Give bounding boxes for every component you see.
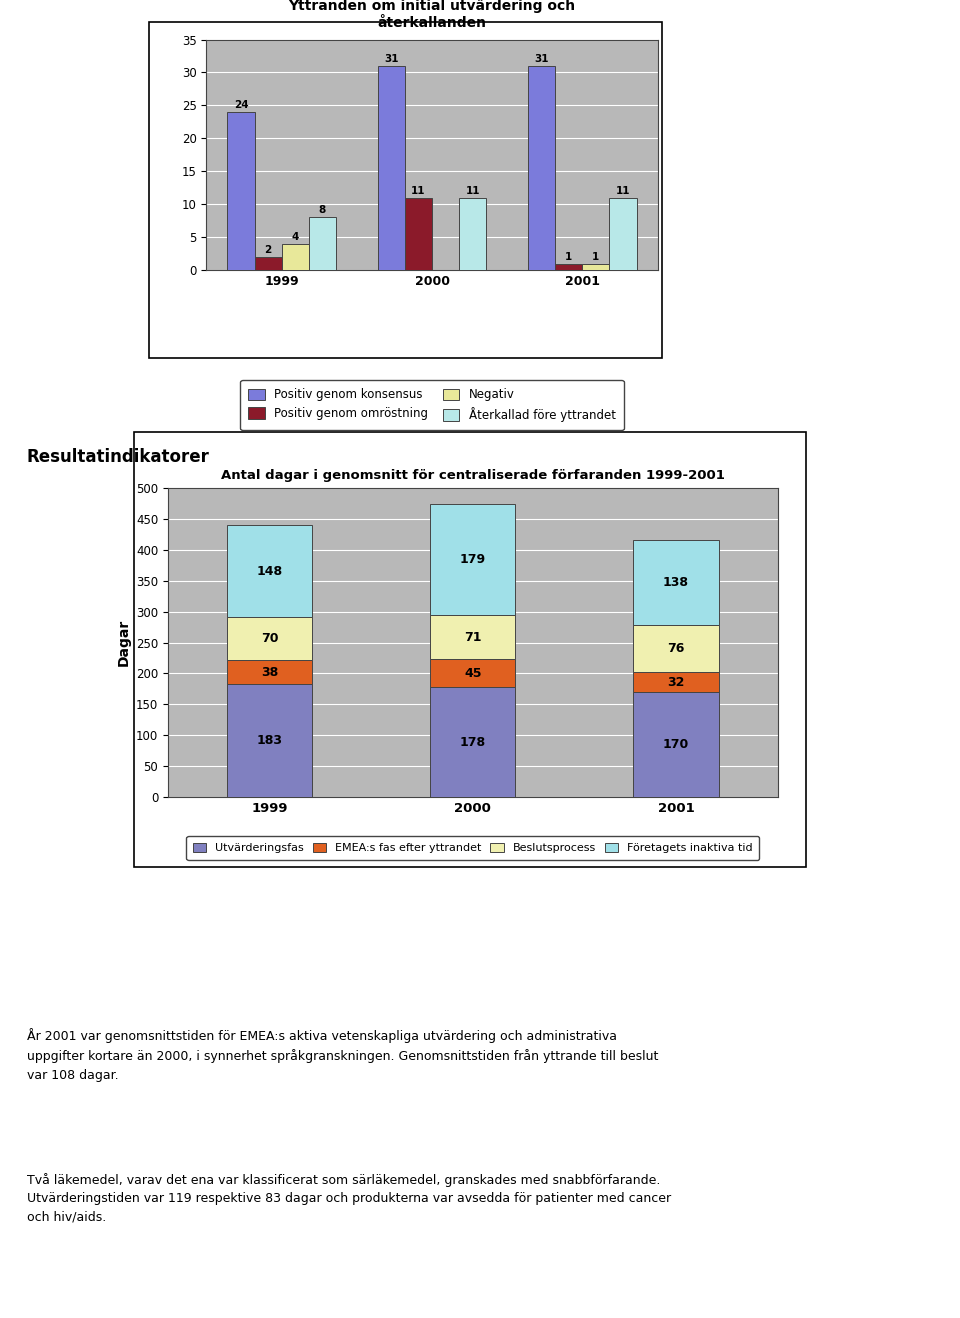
Text: 178: 178: [460, 735, 486, 749]
Text: 1: 1: [592, 252, 600, 261]
Text: 31: 31: [535, 54, 549, 63]
Text: 38: 38: [261, 666, 278, 679]
Bar: [555, 264, 583, 270]
Text: 45: 45: [464, 667, 482, 680]
Bar: [430, 616, 516, 659]
Text: Två läkemedel, varav det ena var klassificerat som särläkemedel, granskades med : Två läkemedel, varav det ena var klassif…: [27, 1173, 671, 1224]
Legend: Positiv genom konsensus, Positiv genom omröstning, Negativ, Återkallad före yttr: Positiv genom konsensus, Positiv genom o…: [240, 380, 624, 431]
Bar: [227, 660, 312, 684]
Bar: [634, 692, 719, 797]
Text: 170: 170: [662, 738, 689, 751]
Text: 1: 1: [565, 252, 572, 261]
Legend: Utvärderingsfas, EMEA:s fas efter yttrandet, Beslutsprocess, Företagets inaktiva: Utvärderingsfas, EMEA:s fas efter yttran…: [186, 836, 759, 859]
Bar: [634, 625, 719, 672]
Text: Resultatindikatorer: Resultatindikatorer: [27, 448, 209, 467]
Bar: [430, 659, 516, 687]
Text: 148: 148: [256, 565, 282, 577]
Bar: [459, 198, 486, 270]
Text: 31: 31: [384, 54, 398, 63]
Bar: [227, 526, 312, 617]
Text: 138: 138: [663, 576, 689, 589]
Bar: [254, 257, 281, 270]
Bar: [528, 66, 555, 270]
Bar: [405, 198, 432, 270]
Text: 4: 4: [292, 232, 299, 243]
Bar: [634, 539, 719, 625]
Bar: [227, 617, 312, 660]
Bar: [227, 684, 312, 797]
Text: 24: 24: [233, 100, 249, 109]
Bar: [281, 244, 309, 270]
Bar: [430, 505, 516, 616]
Text: 11: 11: [466, 186, 480, 195]
Text: 179: 179: [460, 554, 486, 567]
Text: 32: 32: [667, 676, 684, 689]
Y-axis label: Dagar: Dagar: [116, 619, 131, 666]
Text: 8: 8: [319, 206, 325, 215]
Bar: [378, 66, 405, 270]
Bar: [634, 672, 719, 692]
Text: 70: 70: [261, 633, 278, 646]
Bar: [228, 112, 254, 270]
Title: Antal dagar i genomsnitt för centraliserade förfaranden 1999-2001: Antal dagar i genomsnitt för centraliser…: [221, 469, 725, 482]
Text: 11: 11: [411, 186, 425, 195]
Bar: [610, 198, 636, 270]
Text: År 2001 var genomsnittstiden för EMEA:s aktiva vetenskapliga utvärdering och adm: År 2001 var genomsnittstiden för EMEA:s …: [27, 1028, 659, 1082]
Text: 11: 11: [615, 186, 631, 195]
Text: 71: 71: [464, 631, 482, 643]
Bar: [430, 687, 516, 797]
Text: 2: 2: [264, 245, 272, 256]
Bar: [309, 217, 336, 270]
Title: Yttranden om initial utvärdering och
återkallanden: Yttranden om initial utvärdering och åte…: [288, 0, 576, 29]
Text: 76: 76: [667, 642, 684, 655]
Text: 183: 183: [256, 734, 282, 747]
Bar: [583, 264, 610, 270]
